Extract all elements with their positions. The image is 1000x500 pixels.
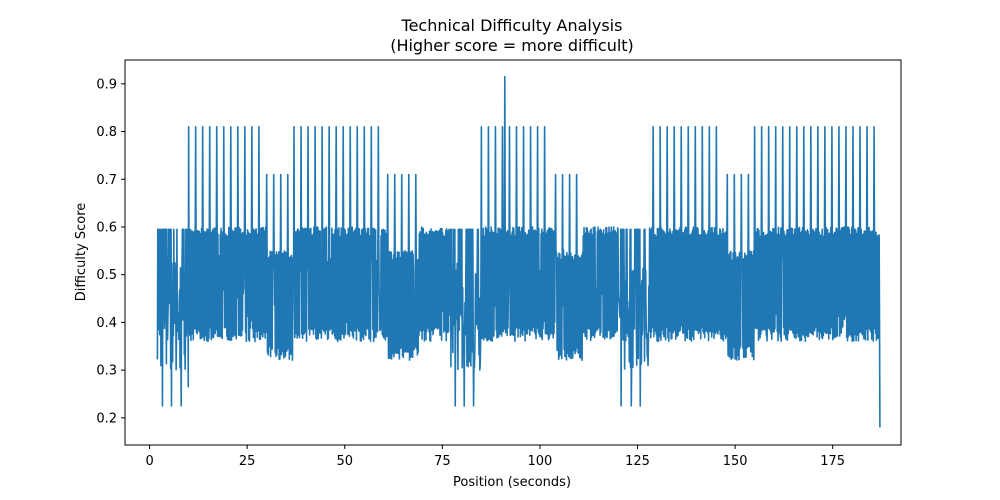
y-tick-label: 0.6 xyxy=(96,220,117,235)
y-tick-label: 0.9 xyxy=(96,77,117,92)
chart-subtitle: (Higher score = more difficult) xyxy=(390,36,634,55)
y-axis-label: Difficulty Score xyxy=(74,203,89,302)
y-tick-label: 0.5 xyxy=(96,268,117,283)
x-tick-label: 150 xyxy=(723,454,748,469)
x-axis-ticks: 0 25 50 75 100 125 150 175 xyxy=(145,445,845,469)
y-tick-label: 0.7 xyxy=(96,173,117,188)
x-tick-label: 50 xyxy=(336,454,353,469)
axes-frame xyxy=(124,59,902,446)
y-tick-label: 0.4 xyxy=(96,316,117,331)
y-tick-label: 0.3 xyxy=(96,364,117,379)
y-tick-label: 0.8 xyxy=(96,125,117,140)
y-tick-label: 0.2 xyxy=(96,411,117,426)
x-tick-label: 0 xyxy=(145,454,153,469)
y-axis-ticks: 0.2 0.3 0.4 0.5 0.6 0.7 0.8 0.9 xyxy=(96,77,125,426)
x-tick-label: 175 xyxy=(820,454,845,469)
chart-title: Technical Difficulty Analysis xyxy=(401,16,623,35)
x-axis-label: Position (seconds) xyxy=(453,475,571,490)
x-tick-label: 100 xyxy=(528,454,553,469)
x-tick-label: 75 xyxy=(434,454,451,469)
x-tick-label: 25 xyxy=(239,454,256,469)
x-tick-label: 125 xyxy=(625,454,650,469)
series-line-difficulty xyxy=(156,75,881,428)
plot-area xyxy=(156,75,881,428)
